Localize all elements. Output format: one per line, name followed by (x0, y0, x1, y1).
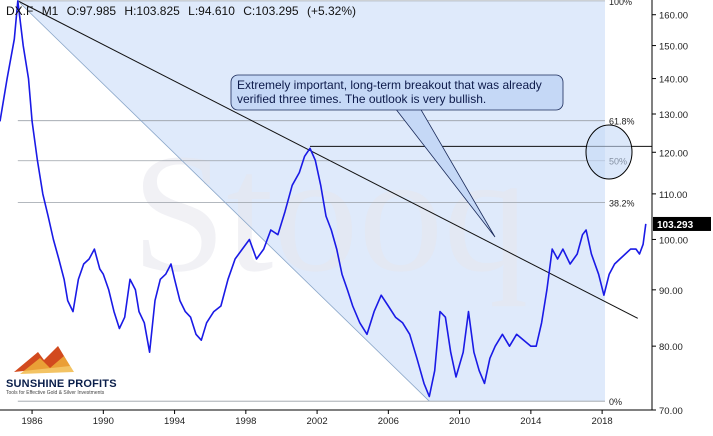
y-tick-label: 70.00 (659, 406, 683, 417)
fib-label: 61.8% (609, 117, 635, 127)
x-tick-label: 1994 (164, 416, 185, 427)
y-tick-label: 110.00 (659, 190, 687, 201)
open-value: O:97.985 (66, 4, 117, 18)
y-tick-label: 160.00 (659, 11, 688, 22)
fibonacci-levels: 100%61.8%50%38.2%0% (17, 0, 635, 407)
logo-subtitle: Tools for Effective Gold & Silver Invest… (6, 390, 105, 396)
x-tick-label: 2018 (592, 416, 613, 427)
price-badge-bg (653, 216, 711, 231)
fan-lower-edge (17, 0, 430, 402)
watermark: Stooq (132, 119, 529, 307)
high-value: H:103.825 (124, 4, 180, 18)
close-value: C:103.295 (243, 4, 299, 18)
callout-text: Extremely important, long-term breakout … (237, 78, 542, 106)
y-axis-ticks: 70.00 80.00 90.00 100.00 110.00 120.00 130.00 1… (652, 11, 688, 417)
target-ellipse (585, 124, 633, 180)
y-tick-label: 120.00 (659, 148, 688, 159)
logo-title: SUNSHINE PROFITS (6, 378, 117, 390)
callout-box (230, 74, 564, 111)
logo: SUNSHINE PROFITS Tools for Effective Gol… (6, 378, 117, 396)
x-tick-label: 2010 (449, 416, 470, 427)
x-tick-label: 1998 (235, 416, 256, 427)
price-series-line (0, 0, 647, 398)
low-value: L:94.610 (188, 4, 235, 18)
fib-label: 100% (609, 0, 632, 7)
chart-header: DX.F M1 O:97.985 H:103.825 L:94.610 C:10… (6, 4, 361, 18)
fib-label: 0% (609, 397, 622, 407)
change-value: (+5.32%) (306, 4, 356, 18)
x-tick-label: 2014 (520, 416, 541, 427)
y-tick-label: 140.00 (659, 75, 688, 86)
logo-rays (20, 356, 74, 374)
callout-bubble (230, 74, 564, 238)
long-term-downtrend-line (17, 0, 638, 319)
last-price-badge: 103.293 (653, 216, 711, 231)
y-tick-label: 90.00 (659, 286, 683, 297)
x-tick-label: 1986 (21, 416, 42, 427)
price-badge-label: 103.293 (657, 220, 694, 231)
x-tick-label: 2002 (307, 416, 328, 427)
interval: M1 (41, 4, 59, 18)
y-tick-label: 130.00 (659, 110, 688, 121)
y-tick-label: 150.00 (659, 42, 688, 53)
target-zone (585, 124, 633, 180)
x-tick-label: 2006 (378, 416, 399, 427)
y-tick-label: 80.00 (659, 342, 683, 353)
x-axis-ticks: 1986 1990 1994 1998 2002 2006 2010 2014 2018 (21, 410, 613, 427)
symbol: DX.F (6, 4, 34, 18)
y-tick-label: 100.00 (659, 235, 688, 246)
x-tick-label: 1990 (93, 416, 114, 427)
sunshine-profits-logo-icon (14, 346, 74, 374)
fib-label: 38.2% (609, 199, 635, 209)
